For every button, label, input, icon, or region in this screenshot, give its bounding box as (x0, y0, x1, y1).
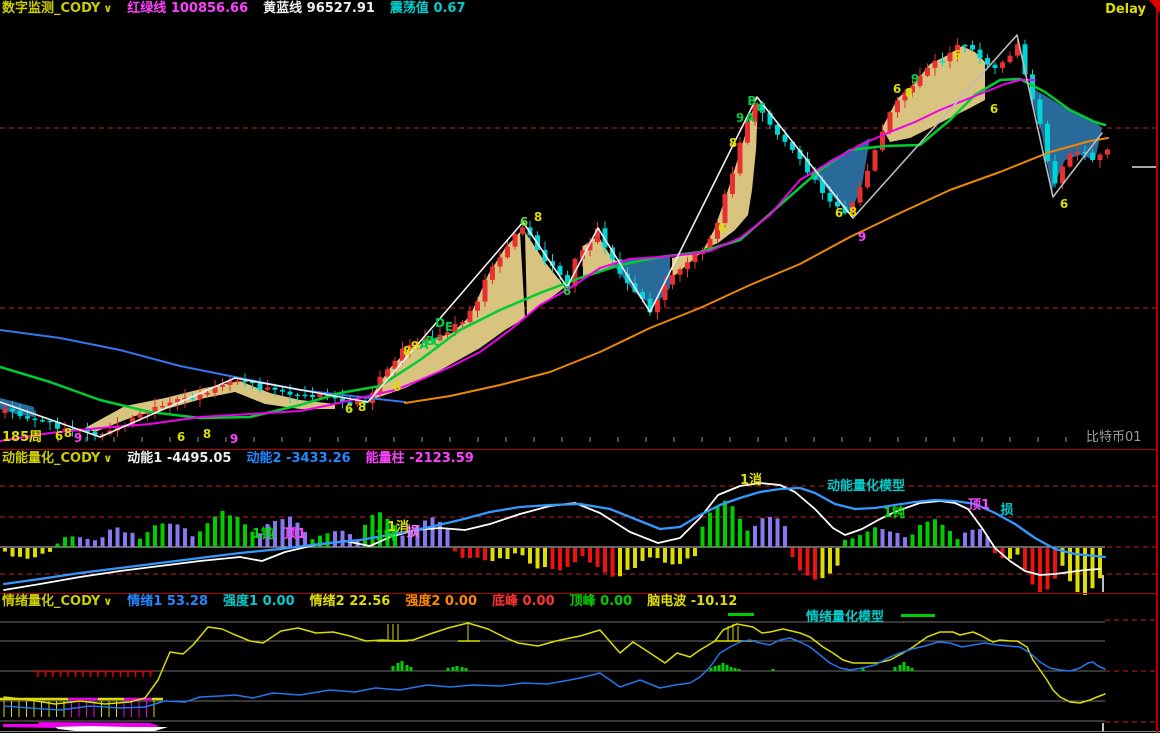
svg-text:9: 9 (911, 72, 919, 86)
svg-text:9: 9 (411, 339, 419, 353)
sentiment-indicator-1: 强度1 0.00 (223, 594, 295, 609)
delay-badge[interactable]: Delay (1105, 2, 1146, 17)
svg-text:9: 9 (230, 432, 238, 446)
svg-text:顶1: 顶1 (284, 527, 306, 542)
window-bottom-edge (0, 731, 1160, 732)
symbol-label: 比特币01 (1086, 430, 1142, 445)
svg-text:动能量化模型: 动能量化模型 (827, 478, 905, 494)
svg-text:6: 6 (835, 206, 843, 220)
main-indicator-1: 黄蓝线 96527.91 (263, 1, 375, 16)
svg-text:1钝: 1钝 (375, 528, 397, 544)
svg-text:9: 9 (858, 230, 866, 244)
svg-text:1消: 1消 (387, 519, 409, 535)
svg-text:8: 8 (203, 427, 211, 441)
main-panel-title-label: 数字监测_CODY (2, 1, 101, 16)
chevron-down-icon: ∨ (103, 2, 113, 15)
sentiment-panel-title-label: 情绪量化_CODY (2, 594, 101, 609)
momentum-indicator-1: 动能2 -3433.26 (246, 451, 351, 466)
svg-text:9: 9 (74, 431, 82, 445)
panel-divider[interactable] (0, 593, 1157, 594)
main-indicator-0: 红绿线 100856.66 (127, 1, 249, 16)
svg-text:6: 6 (893, 82, 901, 96)
svg-text:8: 8 (534, 210, 542, 224)
svg-text:情绪量化模型: 情绪量化模型 (806, 609, 884, 625)
sentiment-indicator-2: 情绪2 22.56 (309, 594, 391, 609)
sentiment-indicator-6: 脑电波 -10.12 (647, 594, 738, 609)
svg-text:6: 6 (953, 48, 961, 62)
svg-text:顶1: 顶1 (968, 498, 990, 513)
main-panel-header: 数字监测_CODY ∨ 红绿线 100856.66 黄蓝线 96527.91 震荡值 … (2, 2, 466, 16)
svg-text:8: 8 (403, 344, 411, 358)
sentiment-indicator-0: 情绪1 53.28 (127, 594, 208, 609)
svg-text:1消: 1消 (740, 472, 762, 488)
sentiment-indicator-5: 顶峰 0.00 (569, 594, 633, 609)
svg-text:A: A (745, 111, 755, 125)
svg-text:1钝: 1钝 (252, 526, 274, 542)
svg-text:E: E (445, 320, 453, 334)
sentiment-indicator-values: 情绪1 53.28 强度1 0.00 情绪2 22.56 强度2 0.00 底峰 0.0… (127, 595, 737, 609)
chevron-down-icon: ∨ (103, 595, 113, 608)
svg-text:C: C (433, 335, 442, 349)
svg-text:6: 6 (718, 221, 726, 235)
svg-text:B: B (747, 94, 756, 108)
period-label: 185周 (2, 430, 43, 445)
momentum-panel-header: 动能量化_CODY ∨ 动能1 -4495.05 动能2 -3433.26 能量柱 -… (2, 452, 474, 466)
svg-text:损: 损 (1000, 502, 1013, 518)
momentum-indicator-values: 动能1 -4495.05 动能2 -3433.26 能量柱 -2123.59 (127, 452, 474, 466)
svg-text:损: 损 (406, 524, 419, 540)
svg-text:6: 6 (393, 380, 401, 394)
momentum-panel-title-label: 动能量化_CODY (2, 451, 101, 466)
momentum-indicator-0: 动能1 -4495.05 (127, 451, 232, 466)
window-right-border (1156, 0, 1158, 733)
momentum-indicator-2: 能量柱 -2123.59 (365, 451, 474, 466)
svg-text:C: C (757, 101, 766, 115)
sentiment-indicator-4: 底峰 0.00 (492, 594, 555, 609)
svg-text:6: 6 (563, 284, 571, 298)
svg-text:B: B (425, 334, 434, 348)
svg-text:6: 6 (520, 215, 528, 229)
svg-text:6: 6 (990, 102, 998, 116)
svg-text:8: 8 (358, 400, 366, 414)
panel-divider[interactable] (0, 449, 1157, 450)
svg-text:8: 8 (905, 86, 913, 100)
sentiment-panel-header: 情绪量化_CODY ∨ 情绪1 53.28 强度1 0.00 情绪2 22.56 强度2… (2, 595, 737, 609)
momentum-panel-title[interactable]: 动能量化_CODY ∨ (2, 452, 112, 466)
svg-text:6: 6 (55, 429, 63, 443)
chevron-down-icon: ∨ (103, 452, 113, 465)
svg-text:8: 8 (64, 426, 72, 440)
svg-text:D: D (435, 316, 445, 330)
main-indicator-values: 红绿线 100856.66 黄蓝线 96527.91 震荡值 0.67 (127, 2, 465, 16)
svg-text:8: 8 (849, 205, 857, 219)
sentiment-indicator-3: 强度2 0.00 (405, 594, 478, 609)
sentiment-panel-title[interactable]: 情绪量化_CODY ∨ (2, 595, 112, 609)
svg-text:8: 8 (729, 136, 737, 150)
main-panel-title[interactable]: 数字监测_CODY ∨ (2, 2, 112, 16)
svg-text:6: 6 (177, 430, 185, 444)
svg-text:1钝: 1钝 (883, 505, 905, 521)
main-indicator-2: 震荡值 0.67 (389, 1, 466, 16)
svg-text:6: 6 (345, 402, 353, 416)
svg-text:A: A (419, 338, 429, 352)
svg-text:9: 9 (736, 111, 744, 125)
corner-alert-icon (1149, 0, 1160, 13)
svg-text:6: 6 (1060, 197, 1068, 211)
